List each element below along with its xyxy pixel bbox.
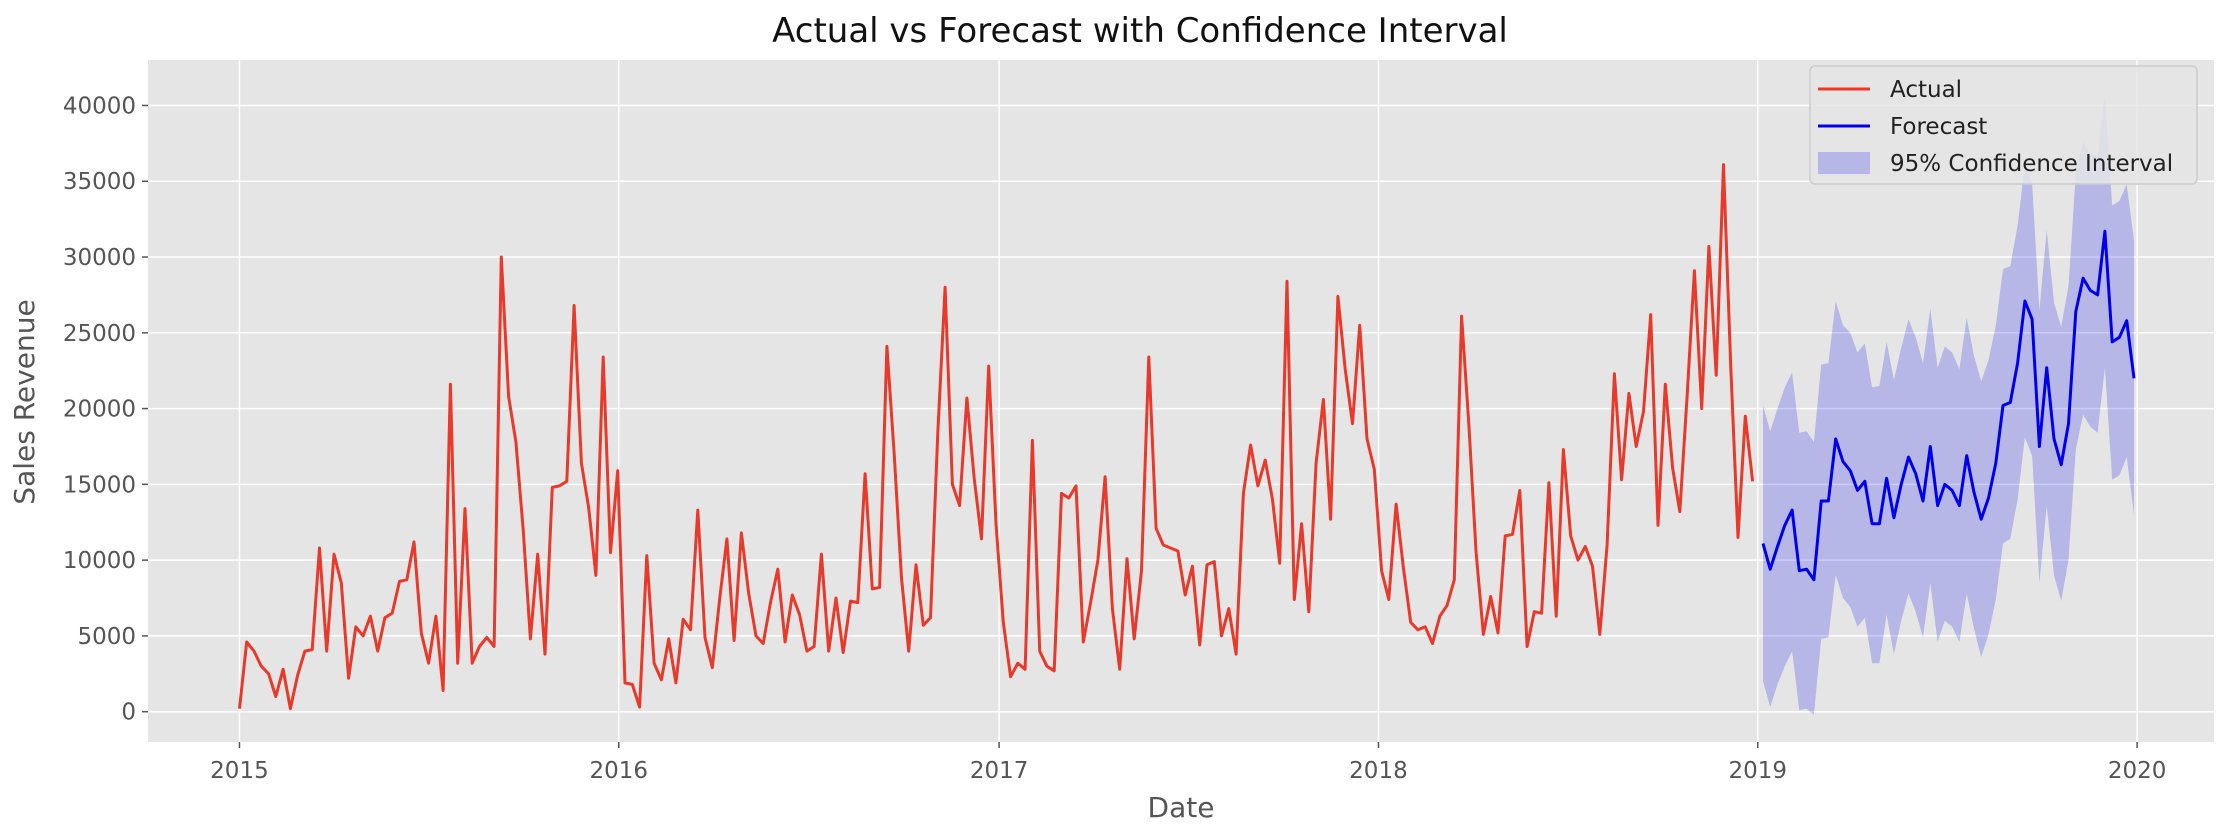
actual-series-line — [238, 163, 1755, 711]
confidence-band-layer — [1763, 94, 2134, 715]
y-tick-label: 25000 — [63, 321, 136, 347]
legend-ci-swatch — [1818, 152, 1870, 174]
legend: Actual Forecast 95% Confidence Interval — [1809, 65, 2198, 185]
y-tick-label: 5000 — [77, 624, 136, 650]
y-axis-label: Sales Revenue — [8, 299, 41, 504]
y-tick-label: 30000 — [63, 245, 136, 271]
x-tick-label: 2016 — [590, 758, 649, 784]
series-layer — [238, 163, 2136, 711]
y-tick-label: 0 — [121, 700, 136, 726]
forecast-series-line — [1761, 229, 2136, 582]
x-tick-label: 2017 — [970, 758, 1029, 784]
x-tick-label: 2015 — [210, 758, 269, 784]
legend-forecast-label: Forecast — [1890, 114, 1987, 140]
tick-labels: 2015 2016 2017 2018 2019 2020 0 5000 10000 15000 2… — [63, 93, 2167, 784]
y-tick-label: 20000 — [63, 397, 136, 423]
x-axis-label: Date — [1148, 791, 1215, 824]
legend-box — [1809, 65, 2198, 185]
x-tick-label: 2018 — [1349, 758, 1408, 784]
chart-title: Actual vs Forecast with Confidence Inter… — [772, 11, 1508, 51]
legend-ci-label: 95% Confidence Interval — [1890, 151, 2173, 177]
legend-actual-label: Actual — [1890, 77, 1962, 103]
confidence-interval-band — [1763, 94, 2134, 715]
y-tick-label: 15000 — [63, 472, 136, 498]
y-tick-label: 10000 — [63, 548, 136, 574]
x-tick-label: 2020 — [2108, 758, 2167, 784]
x-tick-label: 2019 — [1729, 758, 1788, 784]
y-tick-label: 35000 — [63, 169, 136, 195]
y-tick-label: 40000 — [63, 93, 136, 119]
